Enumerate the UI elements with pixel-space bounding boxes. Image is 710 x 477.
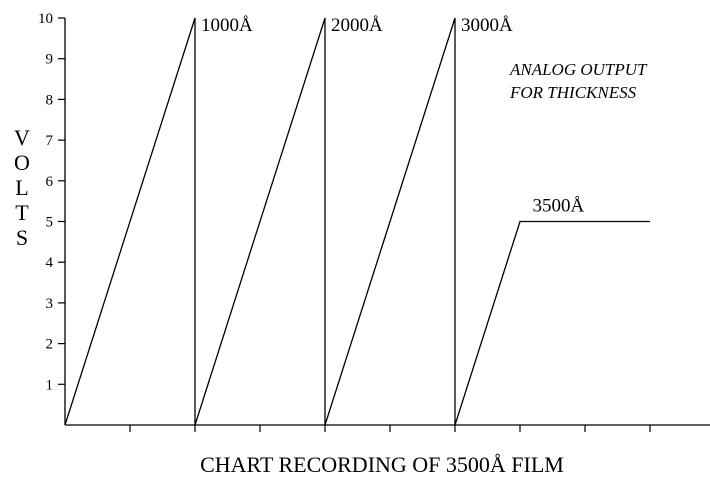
annotation-label: 2000Å	[331, 15, 383, 36]
x-axis-label: CHART RECORDING OF 3500Å FILM	[200, 452, 564, 477]
y-tick-label: 4	[46, 255, 54, 271]
note-line-2: FOR THICKNESS	[509, 83, 637, 102]
x-ticks	[129, 425, 651, 432]
y-axis-label-letter: L	[15, 175, 28, 200]
series-line-0	[64, 17, 650, 426]
y-axis-label-letter: S	[16, 225, 28, 250]
y-axis-label-letter: V	[14, 125, 30, 150]
annotation-label: 1000Å	[201, 15, 253, 36]
annotation-label: 3500Å	[533, 196, 585, 217]
y-axis-label-letter: T	[15, 200, 29, 225]
y-ticks: 1 2 3 4 5 6 7 8 9 10	[38, 11, 65, 393]
y-tick-label: 9	[46, 52, 54, 68]
y-tick-label: 6	[46, 174, 54, 190]
y-tick-label: 3	[46, 296, 54, 312]
y-tick-label: 5	[46, 215, 54, 231]
y-tick-label: 1	[46, 377, 54, 393]
annotation-label: 3000Å	[461, 15, 513, 36]
series-group	[64, 17, 650, 426]
y-tick-label: 8	[46, 92, 54, 108]
y-tick-label: 2	[46, 337, 54, 353]
y-axis-label-letter: O	[14, 150, 30, 175]
note-line-1: ANALOG OUTPUT	[509, 60, 648, 79]
y-tick-label: 7	[46, 133, 54, 149]
annotations: 1000Å 2000Å 3000Å 3500Å	[201, 15, 585, 217]
y-tick-label: 10	[38, 11, 53, 27]
